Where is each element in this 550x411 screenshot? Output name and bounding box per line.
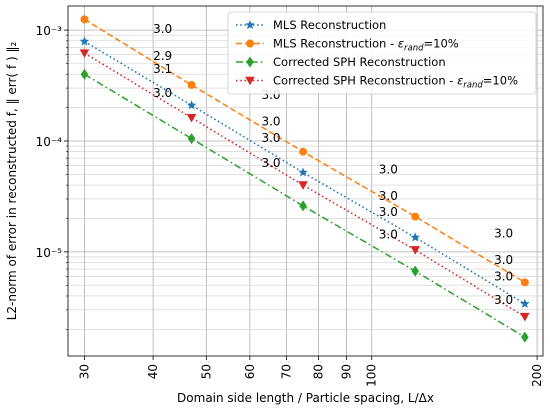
slope-annotation: 3.0 [153, 22, 172, 36]
data-point [520, 312, 530, 322]
slope-annotation: 3.0 [494, 226, 513, 240]
legend-label: MLS Reconstruction - εrand=10% [273, 37, 459, 54]
data-point [521, 331, 529, 343]
data-point [246, 39, 254, 48]
data-point [299, 147, 308, 156]
data-point [246, 56, 254, 68]
plot-area-frame [67, 5, 544, 357]
x-tick-label: 90 [340, 364, 354, 379]
legend-label: Corrected SPH Reconstruction [273, 55, 446, 69]
data-point [410, 246, 421, 255]
slope-annotation: 3.0 [494, 253, 513, 267]
data-point [79, 36, 90, 46]
slope-annotation: 3.0 [379, 162, 398, 176]
data-point [520, 278, 529, 287]
data-point [411, 212, 420, 221]
data-point [186, 100, 197, 110]
slope-annotation: 3.0 [261, 156, 280, 170]
data-point [186, 113, 197, 123]
x-tick-label: 100 [365, 364, 379, 387]
slope-annotation: 3.0 [261, 114, 280, 128]
slope-annotation: 3.0 [379, 189, 398, 203]
slope-annotation: 3.0 [379, 205, 398, 219]
data-point [410, 232, 420, 242]
legend-box [227, 11, 537, 95]
data-point [299, 200, 307, 212]
data-point [298, 181, 308, 190]
y-tick-label: 10⁻⁵ [36, 246, 63, 260]
y-tick-label: 10⁻⁴ [36, 135, 63, 149]
data-point [80, 68, 89, 80]
data-point [245, 20, 255, 30]
data-point [298, 167, 308, 177]
x-tick-label: 60 [243, 364, 257, 379]
data-point [187, 133, 196, 145]
slope-annotation: 3.1 [153, 62, 172, 76]
series-2 [80, 15, 529, 287]
annotations: 3.0 2.93.1 3.0 3.0 3.0 3.0 3.0 3.0 3.0 3.0 3.0 3.0 3… [153, 22, 513, 307]
x-tick-label: 70 [280, 364, 294, 379]
series-1 [79, 36, 530, 308]
y-tick-label: 10⁻³ [36, 24, 63, 38]
slope-annotation: 2.9 [153, 49, 172, 63]
data-point [79, 49, 90, 58]
data-point [245, 76, 255, 86]
legend-label: MLS Reconstruction [273, 18, 386, 32]
data-point [411, 265, 420, 277]
x-axis-label: Domain side length / Particle spacing, L… [177, 391, 434, 405]
series-4 [79, 49, 530, 322]
slope-annotation: 3.0 [153, 86, 172, 100]
x-tick-label: 30 [77, 364, 91, 379]
slope-annotation: 3.0 [494, 293, 513, 307]
x-tick-label: 200 [530, 364, 544, 387]
series-3 [80, 68, 529, 343]
slope-annotation: 3.0 [494, 270, 513, 284]
series-layer [79, 15, 530, 343]
y-axis-label: L2-norm of error in reconstructed f, ‖ e… [5, 42, 19, 321]
x-tick-label: 80 [311, 364, 325, 379]
slope-annotation: 3.0 [379, 227, 398, 241]
legend-label: Corrected SPH Reconstruction - εrand=10% [273, 74, 518, 91]
data-point [80, 15, 89, 24]
data-point [520, 298, 530, 308]
axis-ticks: 30 40 50 60 70 80 90 100 200 10⁻⁵ 10⁻⁴ 10⁻³ [36, 24, 545, 387]
slope-annotation: 3.0 [261, 131, 280, 145]
x-tick-label: 50 [199, 364, 213, 379]
x-tick-label: 40 [146, 364, 160, 379]
data-point [187, 80, 196, 89]
legend: MLS Reconstruction MLS Reconstruction - ε… [227, 11, 537, 95]
